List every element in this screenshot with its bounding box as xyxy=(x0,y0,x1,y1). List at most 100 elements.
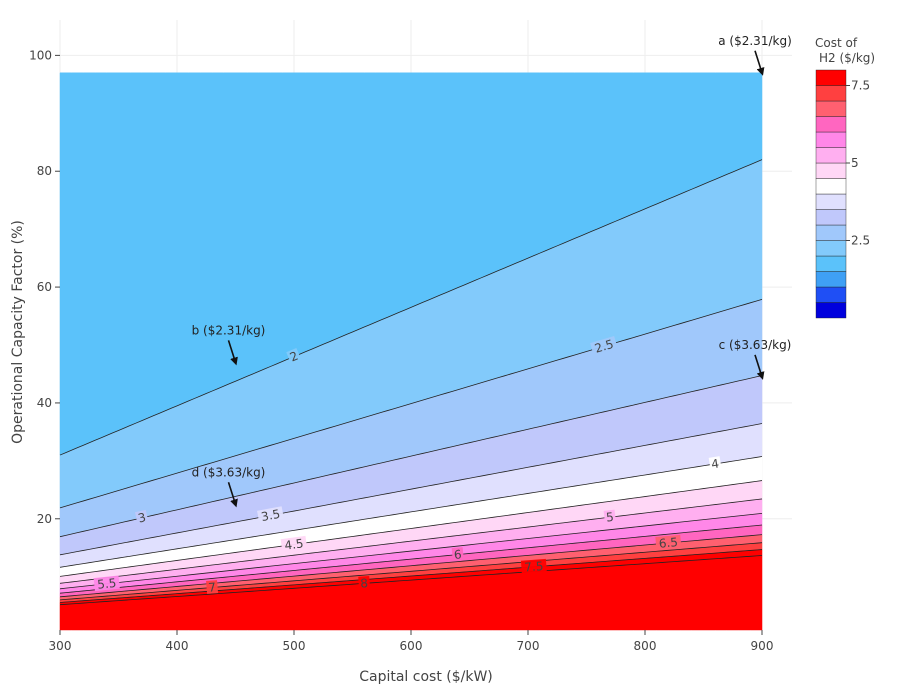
contour-label-text: 3.5 xyxy=(260,507,281,524)
contour-label: 4 xyxy=(708,456,722,471)
contour-line xyxy=(59,534,763,598)
x-tick-label: 800 xyxy=(634,639,657,653)
contour-label: 5.5 xyxy=(93,575,120,592)
x-tick-label: 300 xyxy=(49,639,72,653)
contour-line xyxy=(59,375,763,538)
contour-label-text: 7.5 xyxy=(524,559,544,574)
contour-line xyxy=(59,480,763,577)
y-axis-title: Operational Capacity Factor (%) xyxy=(10,220,26,444)
contour-lines xyxy=(59,159,763,606)
contour-line xyxy=(59,549,763,603)
x-tick-label: 600 xyxy=(400,639,423,653)
colorbar: Cost of H2 ($/kg) 2.5 5 7.5 xyxy=(815,36,875,319)
colorbar-title-line2: H2 ($/kg) xyxy=(819,51,875,65)
y-tick-label: 60 xyxy=(37,280,52,294)
annotation-arrow xyxy=(227,482,238,508)
contour-line xyxy=(59,456,763,568)
colorbar-swatch xyxy=(815,209,847,226)
contour-line xyxy=(59,512,763,590)
colorbar-tick-label: 7.5 xyxy=(851,79,870,93)
colorbar-swatch xyxy=(815,240,847,257)
contour-label-text: 5.5 xyxy=(97,576,117,592)
contour-line xyxy=(59,542,763,601)
colorbar-swatch xyxy=(815,286,847,303)
contour-label-text: 7 xyxy=(208,580,217,595)
colorbar-swatch xyxy=(815,178,847,195)
contour-label: 4.5 xyxy=(280,535,308,553)
contour-label-text: 8 xyxy=(360,576,369,590)
contour-label: 6.5 xyxy=(655,534,682,551)
contour-label-bg xyxy=(655,534,682,550)
contour-label: 8 xyxy=(358,576,371,591)
x-tick-label: 900 xyxy=(751,639,774,653)
colorbar-swatch xyxy=(815,302,847,319)
contour-label: 3.5 xyxy=(257,506,284,524)
colorbar-swatch xyxy=(815,69,847,86)
annotation-label: d ($3.63/kg) xyxy=(192,465,266,479)
annotation-arrow xyxy=(754,50,765,76)
contour-label-text: 4.5 xyxy=(284,536,305,552)
contour-label-bg xyxy=(93,575,120,592)
contour-label: 2 xyxy=(286,348,302,365)
contour-label-text: 5 xyxy=(605,510,614,525)
contour-line xyxy=(59,498,763,584)
colorbar-swatch xyxy=(815,147,847,164)
contour-line xyxy=(59,423,763,556)
colorbar-swatch xyxy=(815,116,847,133)
contour-label-bg xyxy=(134,509,149,525)
annotation-label: c ($3.63/kg) xyxy=(719,338,792,352)
annotation-label: b ($2.31/kg) xyxy=(192,323,266,337)
annotations: a ($2.31/kg) b ($2.31/kg) c ($3.63/kg) d ($… xyxy=(192,34,792,508)
contour-line xyxy=(59,298,763,509)
colorbar-tick-label: 2.5 xyxy=(851,234,870,248)
contour-label: 2.5 xyxy=(590,336,618,356)
y-tick-label: 40 xyxy=(37,396,52,410)
contour-label: 5 xyxy=(603,509,617,525)
x-tick-label: 500 xyxy=(283,639,306,653)
contour-label: 7.5 xyxy=(520,558,547,574)
y-tick-label: 80 xyxy=(37,164,52,178)
contour-label-bg xyxy=(520,558,547,574)
y-tick-label: 100 xyxy=(29,48,52,62)
contour-label: 3 xyxy=(134,509,149,526)
colorbar-title-line1: Cost of xyxy=(815,36,858,50)
annotation-arrow xyxy=(754,354,765,380)
contour-label: 6 xyxy=(451,547,464,562)
contour-label: 7 xyxy=(206,580,219,595)
annotation-label: a ($2.31/kg) xyxy=(718,34,792,48)
colorbar-swatch xyxy=(815,131,847,148)
contour-labels: 2 2.5 3 3.5 4 4.5 5 5.5 6 6.5 7 7.5 8 xyxy=(93,336,722,595)
contour-label-bg xyxy=(451,547,464,562)
y-tick-label: 20 xyxy=(37,512,52,526)
x-axis-ticks: 300 400 500 600 700 800 900 xyxy=(49,630,774,653)
colorbar-swatch xyxy=(815,193,847,210)
colorbar-swatch xyxy=(815,255,847,272)
y-axis-ticks: 20 40 60 80 100 xyxy=(29,48,60,526)
contour-label-bg xyxy=(603,509,617,524)
contour-label-text: 4 xyxy=(710,456,720,471)
colorbar-swatch xyxy=(815,100,847,117)
colorbar-swatch xyxy=(815,162,847,179)
contour-label-bg xyxy=(708,456,722,471)
colorbar-tick-label: 5 xyxy=(851,156,859,170)
annotation-arrow xyxy=(227,340,238,366)
contour-line xyxy=(59,555,763,606)
x-axis-title: Capital cost ($/kW) xyxy=(359,669,493,685)
contour-label-bg xyxy=(358,576,371,590)
contour-label-bg xyxy=(257,506,284,524)
contour-label-text: 6 xyxy=(453,547,462,562)
contour-label-text: 3 xyxy=(137,510,148,525)
contour-line xyxy=(59,159,763,456)
colorbar-swatch xyxy=(815,224,847,241)
contour-label-text: 2.5 xyxy=(593,337,615,356)
x-tick-label: 400 xyxy=(166,639,189,653)
contour-label-bg xyxy=(590,336,618,356)
contour-label-bg xyxy=(280,535,308,553)
contour-label-bg xyxy=(206,580,219,594)
contour-label-text: 6.5 xyxy=(658,535,678,551)
contour-label-bg xyxy=(286,348,302,365)
colorbar-swatch xyxy=(815,271,847,288)
colorbar-swatch xyxy=(815,85,847,102)
x-tick-label: 700 xyxy=(517,639,540,653)
